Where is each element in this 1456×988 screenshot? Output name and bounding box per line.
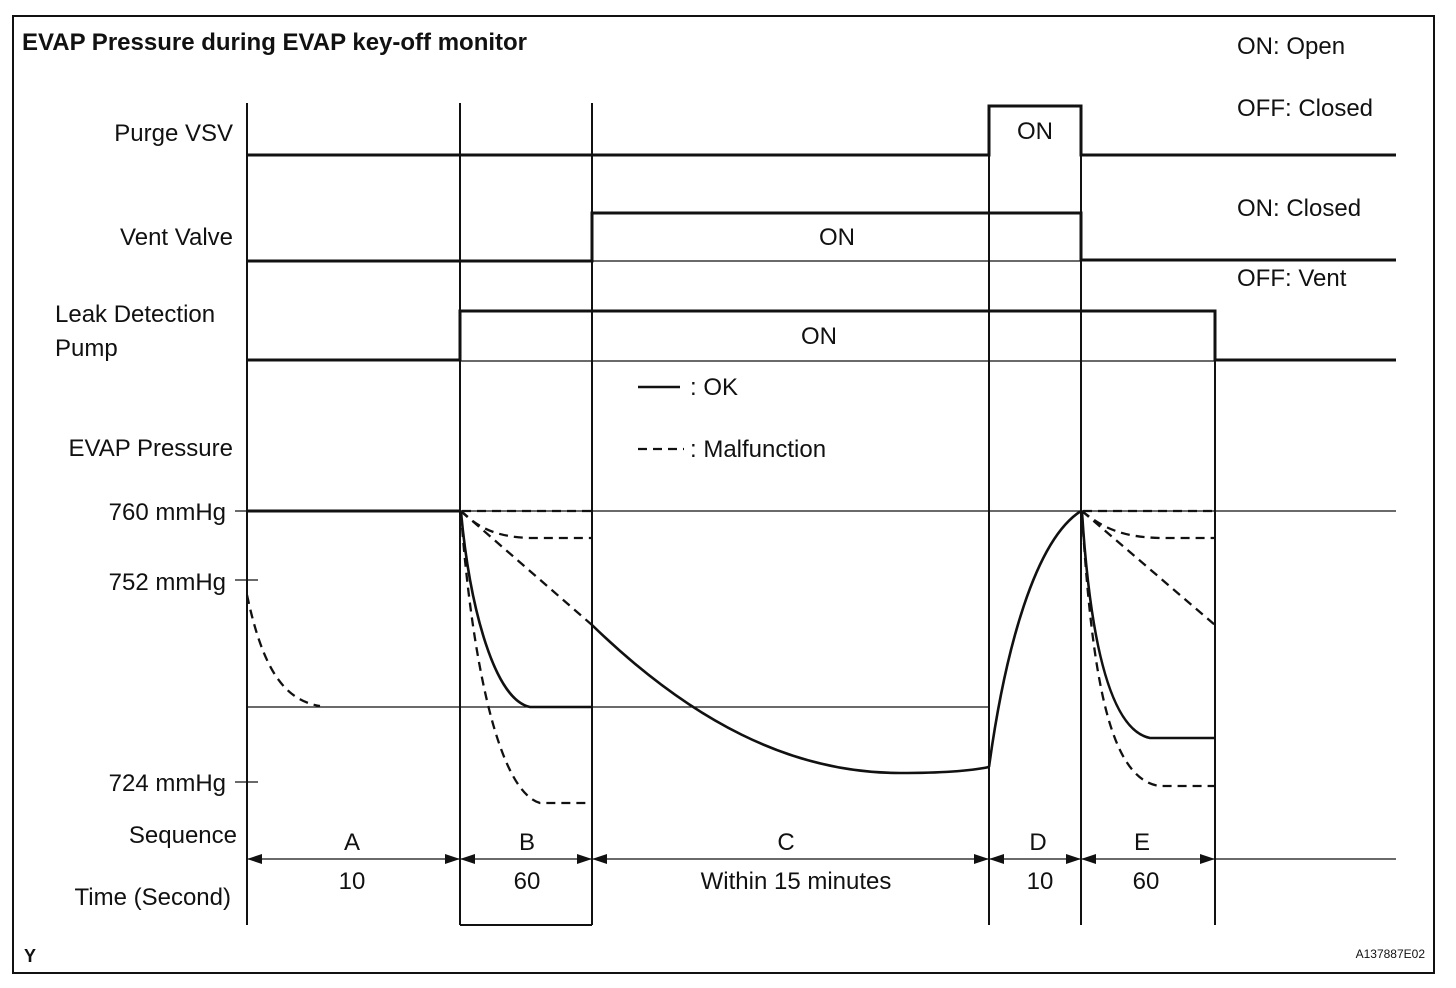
row-label-sequence: Sequence [129, 822, 237, 849]
purge-on-legend: ON: Open [1237, 33, 1345, 60]
pressure-label-760: 760 mmHg [109, 499, 226, 526]
purge-off-legend: OFF: Closed [1237, 95, 1373, 122]
leak-pump-signal [247, 309, 1396, 362]
ok-legend-text: : OK [690, 374, 738, 401]
pressure-label-752: 752 mmHg [109, 569, 226, 596]
sequence-time-e: 60 [1133, 868, 1160, 895]
vent-valve-signal [247, 211, 1396, 263]
row-label-evap-pressure: EVAP Pressure [68, 435, 233, 462]
pump-on-state: ON [801, 323, 837, 350]
row-label-time: Time (Second) [75, 884, 232, 911]
sequence-id-a: A [344, 829, 360, 856]
phase-e-pressure [1080, 509, 1216, 788]
timeline-arrows [247, 854, 1215, 864]
malfunction-legend-text: : Malfunction [690, 436, 826, 463]
vent-on-state: ON [819, 224, 855, 251]
sequence-id-b: B [519, 829, 535, 856]
phase-b-pressure [459, 509, 593, 805]
sequence-id-d: D [1029, 829, 1046, 856]
sequence-time-c: Within 15 minutes [701, 868, 892, 895]
row-label-purge-vsv: Purge VSV [114, 120, 233, 147]
sequence-time-b: 60 [514, 868, 541, 895]
row-label-leak-pump-1: Leak Detection [55, 301, 215, 328]
purge-on-state: ON [1017, 118, 1053, 145]
corner-mark: Y [24, 946, 36, 966]
sequence-time-d: 10 [1027, 868, 1054, 895]
pressure-label-724: 724 mmHg [109, 770, 226, 797]
sequence-time-a: 10 [339, 868, 366, 895]
purge-vsv-signal [247, 104, 1396, 157]
vent-off-legend: OFF: Vent [1237, 265, 1347, 292]
sequence-id-e: E [1134, 829, 1150, 856]
figure-frame [12, 15, 1435, 974]
figure-title: EVAP Pressure during EVAP key-off monito… [22, 29, 527, 56]
figure-code: A137887E02 [1356, 947, 1426, 961]
row-label-leak-pump-2: Pump [55, 335, 118, 362]
sequence-id-c: C [777, 829, 794, 856]
row-label-vent-valve: Vent Valve [120, 224, 233, 251]
phase-a-reference-curve [245, 594, 321, 708]
phase-c-pressure-curve [591, 624, 990, 775]
vent-on-legend: ON: Closed [1237, 195, 1361, 222]
phase-d-pressure-curve [987, 509, 1082, 768]
